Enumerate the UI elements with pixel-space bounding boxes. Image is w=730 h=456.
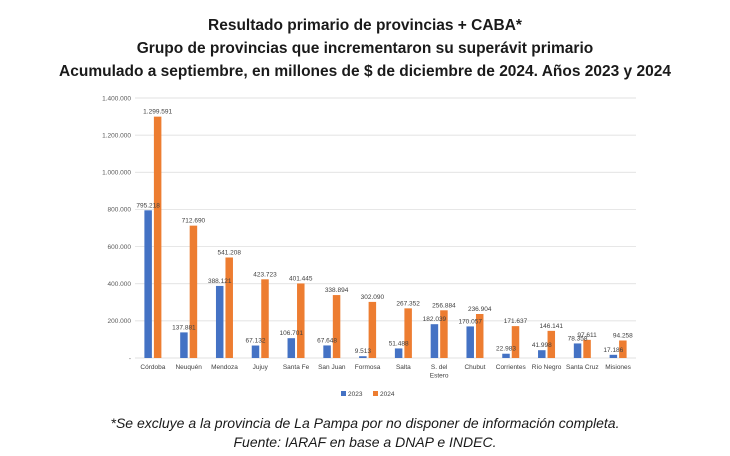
x-tick-label: Misiones: [605, 364, 631, 371]
data-label-2023: 22.983: [496, 346, 516, 353]
data-label-2024: 712.690: [182, 218, 206, 225]
bar-chart: - 200.000 400.000 600.000 800.000 1.000.000 1.…: [102, 95, 636, 398]
data-label-2023: 182.039: [423, 316, 447, 323]
x-tick-label: Jujuy: [253, 364, 269, 371]
bar-2024-2: [225, 257, 233, 358]
x-tick-label: Santa Fe: [283, 364, 310, 371]
bar-2024-1: [189, 225, 198, 358]
bar-2023-2: [215, 285, 224, 358]
bar-2023-13: [609, 354, 618, 358]
x-tick-label: Río Negro: [532, 364, 562, 371]
y-tick-label: 1.400.000: [102, 95, 131, 102]
data-label-2024: 401.445: [289, 275, 313, 282]
data-label-2024: 97.611: [577, 332, 597, 339]
x-tick-label: Chubut: [464, 364, 485, 371]
x-tick-label: Neuquén: [175, 364, 202, 371]
data-label-2024: 541.208: [217, 249, 241, 256]
y-tick-label: 800.000: [108, 207, 132, 214]
x-tick-label: San Juan: [318, 364, 346, 371]
data-label-2023: 67.648: [317, 337, 337, 344]
data-label-2024: 236.904: [468, 306, 492, 313]
x-tick-label: S. del: [431, 364, 448, 371]
data-label-2023: 388.121: [208, 278, 232, 285]
bar-2024-0: [153, 116, 162, 358]
bar-2023-7: [394, 348, 403, 358]
chart-title: Resultado primario de provincias + CABA*: [208, 17, 522, 34]
data-label-2023: 78.358: [568, 335, 588, 342]
bar-2024-6: [368, 301, 377, 358]
data-label-2024: 302.090: [361, 294, 385, 301]
bar-2023-9: [466, 326, 474, 358]
x-tick-label: Formosa: [355, 364, 381, 371]
y-tick-label: -: [129, 355, 131, 362]
data-label-2024: 146.141: [540, 323, 564, 330]
bar-2023-6: [359, 356, 367, 358]
bar-2023-10: [502, 353, 510, 358]
data-label-2024: 267.352: [396, 300, 420, 307]
data-label-2024: 94.258: [613, 332, 633, 339]
legend-swatch-2024: [373, 391, 378, 396]
x-tick-label: Corrientes: [496, 364, 527, 371]
bar-2024-4: [297, 283, 305, 358]
bar-2023-4: [287, 338, 296, 358]
data-label-2024: 423.723: [253, 271, 277, 278]
footer: *Se excluye a la provincia de La Pampa p…: [0, 414, 730, 452]
bar-2024-13: [619, 340, 627, 358]
data-label-2023: 17.186: [603, 347, 623, 354]
data-label-2023: 106.701: [280, 330, 304, 337]
data-label-2024: 256.884: [432, 302, 456, 309]
x-tick-label: Mendoza: [211, 364, 238, 371]
data-label-2024: 171.637: [504, 318, 528, 325]
x-tick-label: Salta: [396, 364, 411, 371]
chart-subtitle: Grupo de provincias que incrementaron su…: [136, 40, 594, 57]
data-label-2024: 338.894: [325, 287, 349, 294]
data-label-2023: 41.998: [532, 342, 552, 349]
bar-2024-5: [332, 295, 341, 358]
data-label-2023: 137.881: [172, 324, 196, 331]
chart-area: - 200.000 400.000 600.000 800.000 1.000.000 1.…: [91, 90, 641, 410]
legend-label-2024: 2024: [380, 391, 395, 398]
y-tick-label: 400.000: [108, 281, 132, 288]
x-tick-label: Estero: [430, 373, 449, 380]
bar-2023-11: [538, 350, 546, 358]
x-tick-label: Córdoba: [140, 364, 165, 371]
data-label-2023: 795.218: [136, 202, 160, 209]
data-label-2024: 1.299.591: [143, 109, 172, 116]
chart-subtitle-units: Acumulado a septiembre, en millones de $…: [59, 63, 671, 80]
bar-2023-5: [323, 345, 331, 358]
data-label-2023: 9.513: [355, 348, 372, 355]
bar-2023-1: [180, 332, 188, 358]
footnote: *Se excluye a la provincia de La Pampa p…: [110, 415, 620, 431]
bar-2023-12: [573, 343, 582, 358]
bar-2024-3: [261, 279, 269, 358]
bar-2024-10: [511, 326, 520, 358]
legend-swatch-2023: [341, 391, 346, 396]
bar-2023-0: [144, 210, 152, 358]
data-label-2023: 170.057: [458, 318, 482, 325]
y-tick-label: 600.000: [108, 244, 132, 251]
x-tick-label: Santa Cruz: [566, 364, 599, 371]
data-label-2023: 67.132: [246, 338, 266, 345]
legend-label-2023: 2023: [348, 391, 363, 398]
y-tick-label: 200.000: [108, 318, 132, 325]
y-tick-label: 1.200.000: [102, 132, 131, 139]
source-note: Fuente: IARAF en base a DNAP e INDEC.: [233, 434, 497, 450]
bar-2024-12: [583, 339, 591, 358]
bar-2023-3: [251, 345, 260, 358]
bar-2024-11: [547, 330, 556, 358]
data-label-2023: 51.488: [389, 340, 409, 347]
chart-title-block: Resultado primario de provincias + CABA*…: [0, 14, 730, 83]
bar-2024-7: [404, 308, 412, 358]
y-tick-label: 1.000.000: [102, 170, 131, 177]
bar-2024-9: [475, 314, 484, 358]
bar-2023-8: [430, 324, 439, 358]
bar-2024-8: [440, 310, 448, 358]
